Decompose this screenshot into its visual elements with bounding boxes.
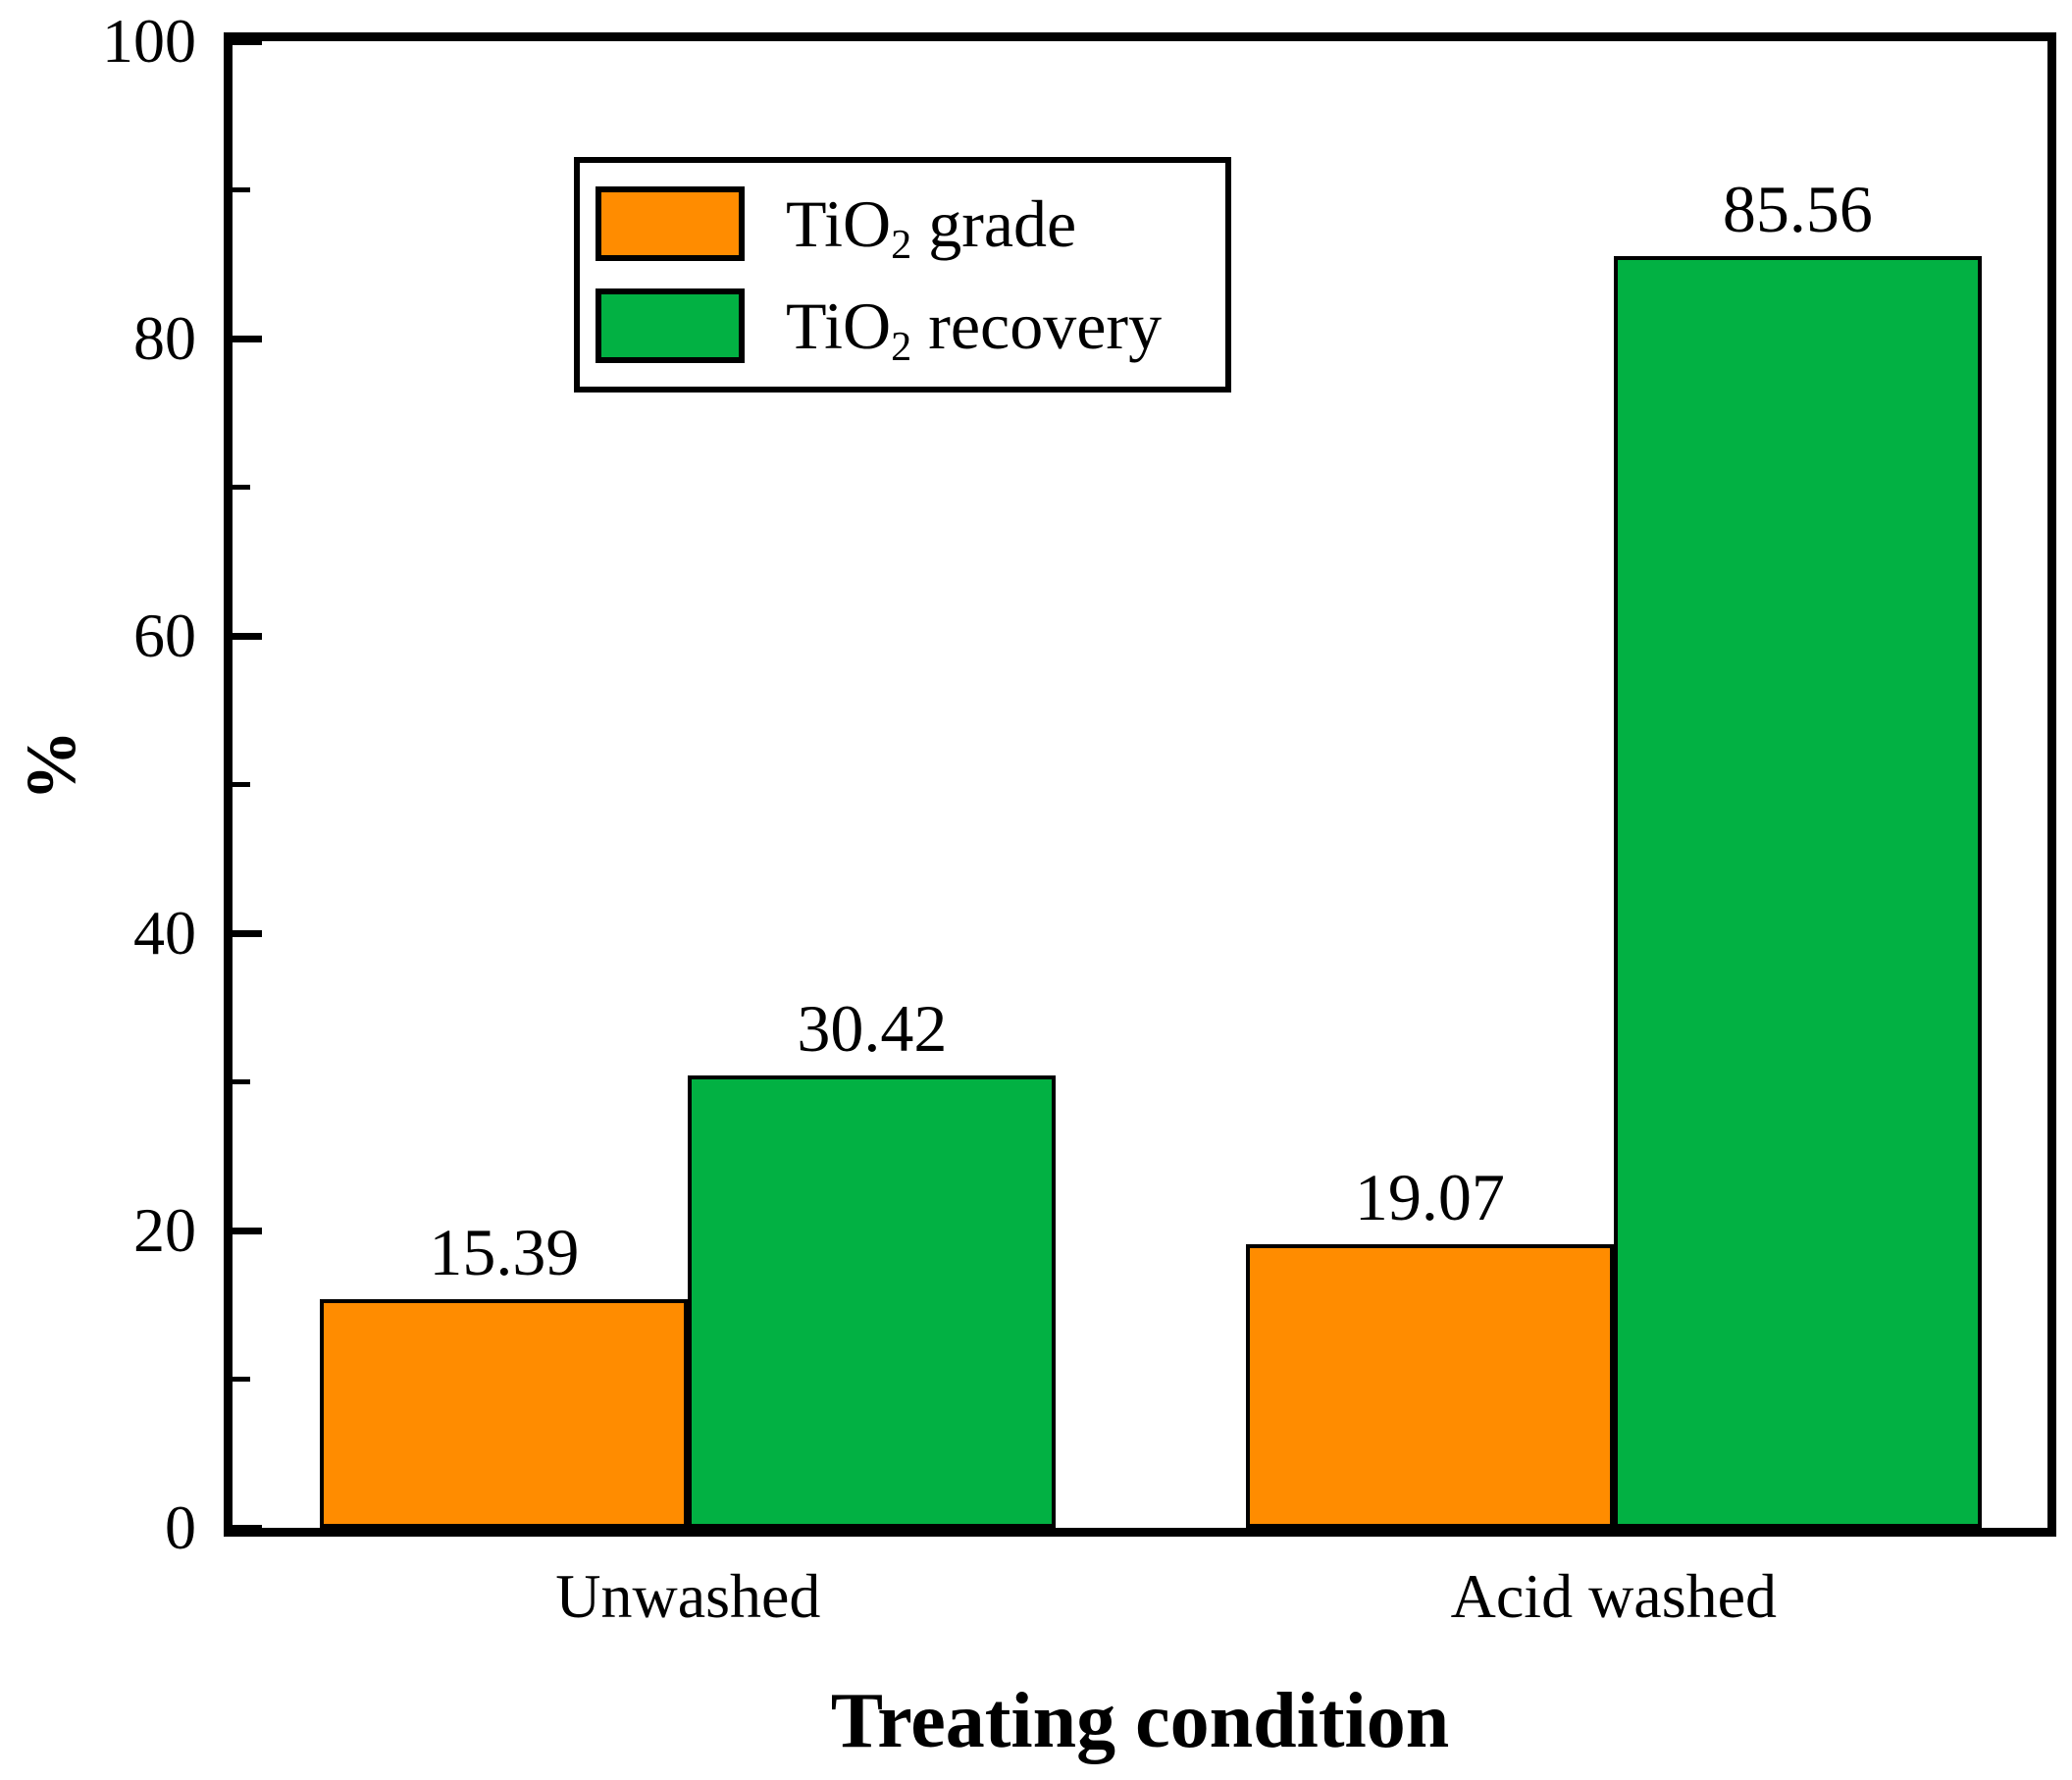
y-tick-label-80: 80 — [133, 303, 196, 373]
legend-item-tio2-recovery: TiO2 recovery — [596, 288, 1210, 370]
y-tick-label-20: 20 — [133, 1195, 196, 1265]
bar-tio2-recovery-unwashed — [688, 1075, 1057, 1528]
value-label-tio2-grade-acid-washed: 19.07 — [1354, 1160, 1505, 1235]
y-major-tick-100 — [233, 37, 262, 45]
x-tick-label-unwashed: Unwashed — [555, 1561, 821, 1631]
y-minor-tick-10 — [233, 1377, 250, 1382]
legend-item-tio2-grade: TiO2 grade — [596, 186, 1210, 268]
value-label-tio2-grade-unwashed: 15.39 — [429, 1214, 580, 1289]
plot-area: 15.39 19.07 30.42 85.56 TiO2 grade TiO2 rec… — [224, 32, 2056, 1537]
y-tick-label-60: 60 — [133, 601, 196, 670]
y-major-tick-80 — [233, 335, 262, 342]
legend-swatch-tio2-recovery — [596, 288, 745, 363]
y-minor-tick-70 — [233, 485, 250, 490]
y-tick-label-100: 100 — [102, 6, 196, 76]
y-axis-title: % — [12, 730, 90, 801]
y-minor-tick-50 — [233, 782, 250, 787]
bar-tio2-grade-acid-washed — [1245, 1244, 1614, 1528]
legend-label-tio2-grade: TiO2 grade — [786, 186, 1077, 268]
value-label-tio2-recovery-unwashed: 30.42 — [797, 991, 948, 1067]
y-major-tick-20 — [233, 1227, 262, 1234]
y-minor-tick-30 — [233, 1079, 250, 1084]
y-tick-label-0: 0 — [165, 1492, 196, 1562]
legend: TiO2 grade TiO2 recovery — [574, 157, 1231, 393]
bar-tio2-recovery-acid-washed — [1613, 255, 1982, 1528]
y-minor-tick-90 — [233, 187, 250, 192]
bar-tio2-grade-unwashed — [320, 1298, 689, 1528]
x-tick-label-acid-washed: Acid washed — [1450, 1561, 1778, 1631]
y-major-tick-0 — [233, 1524, 262, 1532]
value-label-tio2-recovery-acid-washed: 85.56 — [1722, 171, 1873, 246]
y-major-tick-40 — [233, 929, 262, 937]
legend-label-tio2-recovery: TiO2 recovery — [786, 288, 1163, 370]
y-major-tick-60 — [233, 632, 262, 640]
legend-swatch-tio2-grade — [596, 186, 745, 261]
y-tick-label-40: 40 — [133, 898, 196, 968]
x-axis-title: Treating condition — [830, 1678, 1450, 1764]
plot-inner: 15.39 19.07 30.42 85.56 — [233, 37, 2047, 1532]
